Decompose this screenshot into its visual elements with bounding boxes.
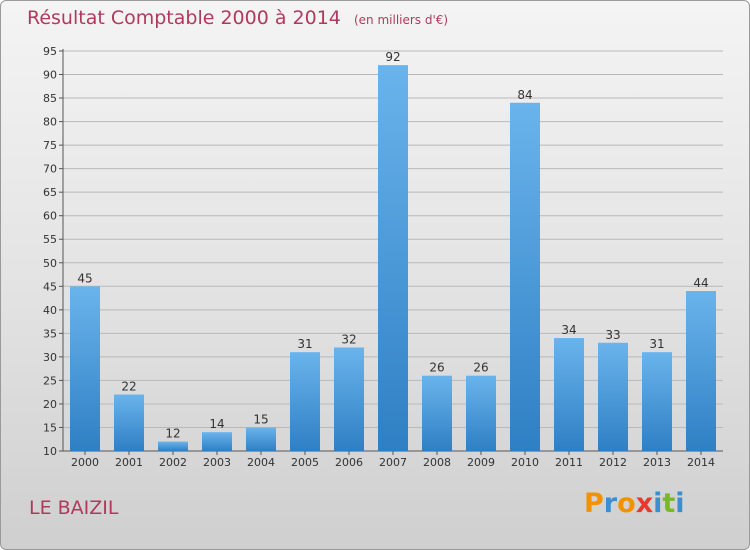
y-tick-label: 85 (43, 92, 57, 105)
x-tick-label-2011: 2011 (555, 456, 583, 469)
bar-2000 (70, 286, 100, 451)
y-tick-label: 90 (43, 69, 57, 82)
y-tick-label: 25 (43, 374, 57, 387)
y-tick-label: 80 (43, 116, 57, 129)
bar-2013 (642, 352, 672, 451)
value-label-2002: 12 (165, 427, 180, 441)
value-label-2003: 14 (209, 417, 224, 431)
y-tick-label: 45 (43, 280, 57, 293)
x-tick-label-2013: 2013 (643, 456, 671, 469)
bar-2005 (290, 352, 320, 451)
label-layer: 45 22 12 14 15 31 32 92 26 26 84 34 33 31 44 (77, 50, 708, 440)
bar-2004 (246, 427, 276, 451)
y-tick-label: 35 (43, 327, 57, 340)
x-tick-label-2008: 2008 (423, 456, 451, 469)
bar-2002 (158, 441, 188, 451)
bar-2014 (686, 291, 716, 451)
logo-letter: i (653, 488, 663, 519)
chart-title-block: Résultat Comptable 2000 à 2014 (en milli… (27, 7, 448, 29)
bar-2007 (378, 65, 408, 451)
logo-letter: t (662, 488, 676, 519)
value-label-2000: 45 (77, 271, 92, 285)
logo-letter: P (584, 488, 604, 519)
y-tick-label: 20 (43, 398, 57, 411)
bar-2001 (114, 394, 144, 451)
y-tick-label: 15 (43, 421, 57, 434)
logo-letter: i (675, 488, 685, 519)
value-label-2004: 15 (253, 412, 268, 426)
chart-unit: (en milliers d'€) (353, 13, 449, 27)
y-tick-label: 60 (43, 210, 57, 223)
x-tick-label-2006: 2006 (335, 456, 363, 469)
value-label-2008: 26 (429, 361, 444, 375)
x-tick-label-2010: 2010 (511, 456, 539, 469)
value-label-2010: 84 (517, 88, 532, 102)
x-tick-label-2000: 2000 (71, 456, 99, 469)
y-tick-label: 40 (43, 304, 57, 317)
y-tick-label: 65 (43, 186, 57, 199)
x-tick-label-2004: 2004 (247, 456, 275, 469)
proxiti-logo: Proxiti (584, 488, 685, 519)
y-tick-label: 30 (43, 351, 57, 364)
value-label-2009: 26 (473, 361, 488, 375)
bar-2009 (466, 375, 496, 451)
value-label-2014: 44 (693, 276, 708, 290)
value-label-2006: 32 (341, 332, 356, 346)
x-tick-label-2002: 2002 (159, 456, 187, 469)
x-tick-label-2014: 2014 (687, 456, 715, 469)
y-tick-label: 70 (43, 163, 57, 176)
x-tick-label-2003: 2003 (203, 456, 231, 469)
y-tick-label: 10 (43, 445, 57, 458)
x-tick-label-2001: 2001 (115, 456, 143, 469)
x-tick-label-2009: 2009 (467, 456, 495, 469)
y-tick-label: 95 (43, 45, 57, 58)
y-tick-label: 55 (43, 233, 57, 246)
value-label-2005: 31 (297, 337, 312, 351)
bar-2008 (422, 375, 452, 451)
y-tick-label: 75 (43, 139, 57, 152)
bar-layer (70, 65, 716, 451)
logo-letter: r (603, 488, 618, 519)
y-tick-label: 50 (43, 257, 57, 270)
value-label-2013: 31 (649, 337, 664, 351)
value-label-2007: 92 (385, 50, 400, 64)
x-tick-label-2012: 2012 (599, 456, 627, 469)
bar-2012 (598, 342, 628, 451)
axis-layer: 10 15 20 25 30 35 40 45 50 55 60 65 70 75 80 85 90 95 2000… (43, 45, 723, 469)
place-name: LE BAIZIL (29, 497, 119, 519)
value-label-2012: 33 (605, 328, 620, 342)
bar-2006 (334, 347, 364, 451)
bar-2010 (510, 102, 540, 451)
logo-letter: x (635, 488, 654, 519)
bar-2003 (202, 432, 232, 451)
x-tick-label-2005: 2005 (291, 456, 319, 469)
bar-2011 (554, 338, 584, 451)
value-label-2011: 34 (561, 323, 576, 337)
value-label-2001: 22 (121, 380, 136, 394)
chart-title: Résultat Comptable 2000 à 2014 (27, 7, 341, 29)
x-tick-label-2007: 2007 (379, 456, 407, 469)
logo-letter: o (617, 488, 636, 519)
